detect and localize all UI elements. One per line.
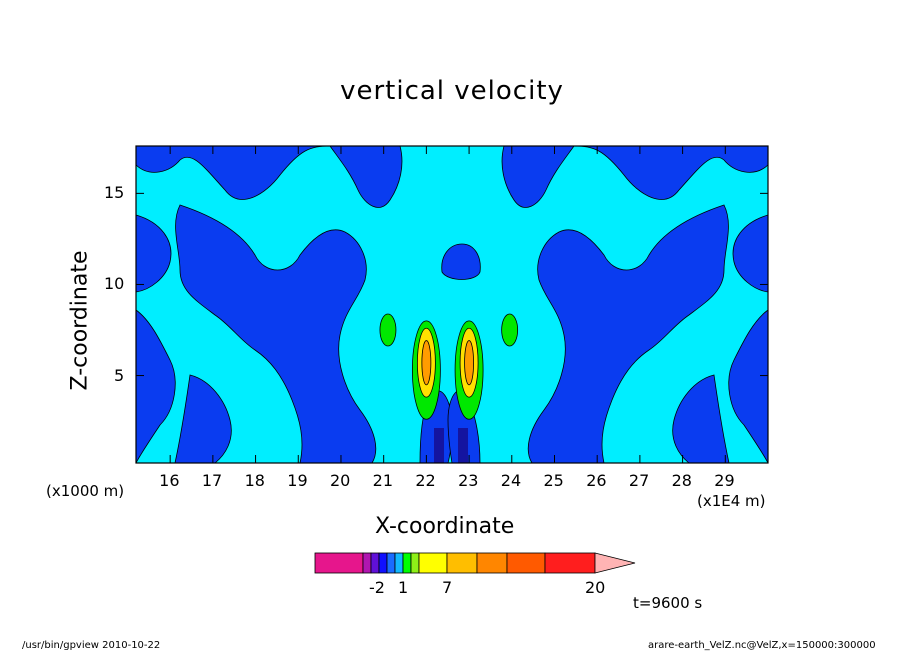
x-unit-left: (x1000 m) bbox=[46, 482, 125, 500]
x-tick-label: 18 bbox=[244, 471, 265, 490]
y-tick-label: 10 bbox=[104, 274, 125, 294]
colorbar-box bbox=[544, 552, 596, 574]
core-orange-2 bbox=[464, 340, 474, 386]
x-tick-label: 19 bbox=[287, 471, 308, 490]
y-axis-label: Z-coordinate bbox=[67, 250, 93, 391]
colorbar-box bbox=[418, 552, 448, 574]
axes bbox=[136, 146, 768, 463]
x-tick-label: 26 bbox=[586, 471, 607, 490]
x-tick-label: 28 bbox=[671, 471, 692, 490]
region-blue-left bbox=[135, 145, 403, 464]
x-unit-right: (x1E4 m) bbox=[697, 492, 766, 510]
region-darkblue-left bbox=[434, 428, 444, 463]
colorbar-box bbox=[362, 552, 372, 574]
x-tick-label: 22 bbox=[415, 471, 436, 490]
side-core-green-1 bbox=[379, 313, 397, 347]
region-darkblue-right bbox=[458, 428, 468, 463]
colorbar-box bbox=[394, 552, 404, 574]
x-tick-label: 29 bbox=[714, 471, 735, 490]
colorbar-label: 20 bbox=[585, 578, 606, 597]
colorbar-box bbox=[386, 552, 396, 574]
footer-left: /usr/bin/gpview 2010-10-22 bbox=[22, 640, 161, 651]
x-tick-label: 20 bbox=[329, 471, 351, 490]
x-tick-label: 17 bbox=[201, 471, 223, 490]
colorbar-box bbox=[370, 552, 380, 574]
x-tick-label: 27 bbox=[628, 471, 650, 490]
footer-right: arare-earth_VelZ.nc@VelZ,x=150000:300000 bbox=[648, 640, 876, 651]
x-tick-label: 23 bbox=[458, 471, 479, 490]
colorbar-box bbox=[446, 552, 478, 574]
x-tick-label: 21 bbox=[372, 471, 394, 490]
y-tick-label: 15 bbox=[104, 183, 125, 203]
time-label: t=9600 s bbox=[633, 594, 703, 612]
x-axis-label: X-coordinate bbox=[375, 514, 515, 539]
colorbar-arrow bbox=[594, 552, 636, 574]
side-core-green-2 bbox=[501, 313, 519, 347]
plot-frame bbox=[135, 145, 769, 464]
colorbar-box bbox=[402, 552, 412, 574]
colorbar-box bbox=[476, 552, 508, 574]
region-blue-bottom-right-core bbox=[447, 390, 481, 464]
region-blue-top-center bbox=[441, 243, 481, 280]
x-tick-label: 16 bbox=[159, 471, 180, 490]
colorbar-box bbox=[314, 552, 364, 574]
colorbar-label: -2 bbox=[369, 578, 385, 597]
colorbar-box bbox=[410, 552, 420, 574]
y-tick-label: 5 bbox=[114, 365, 125, 385]
colorbar-box bbox=[378, 552, 388, 574]
core-orange-1 bbox=[421, 340, 432, 386]
colorbar-label: 7 bbox=[442, 578, 453, 597]
region-blue-right bbox=[501, 145, 769, 464]
contour-field bbox=[135, 145, 769, 464]
chart-title: vertical velocity bbox=[340, 76, 564, 106]
colorbar bbox=[314, 552, 636, 574]
colorbar-label: 1 bbox=[398, 578, 409, 597]
x-tick-label: 24 bbox=[500, 471, 522, 490]
x-tick-label: 25 bbox=[543, 471, 564, 490]
colorbar-box bbox=[506, 552, 546, 574]
